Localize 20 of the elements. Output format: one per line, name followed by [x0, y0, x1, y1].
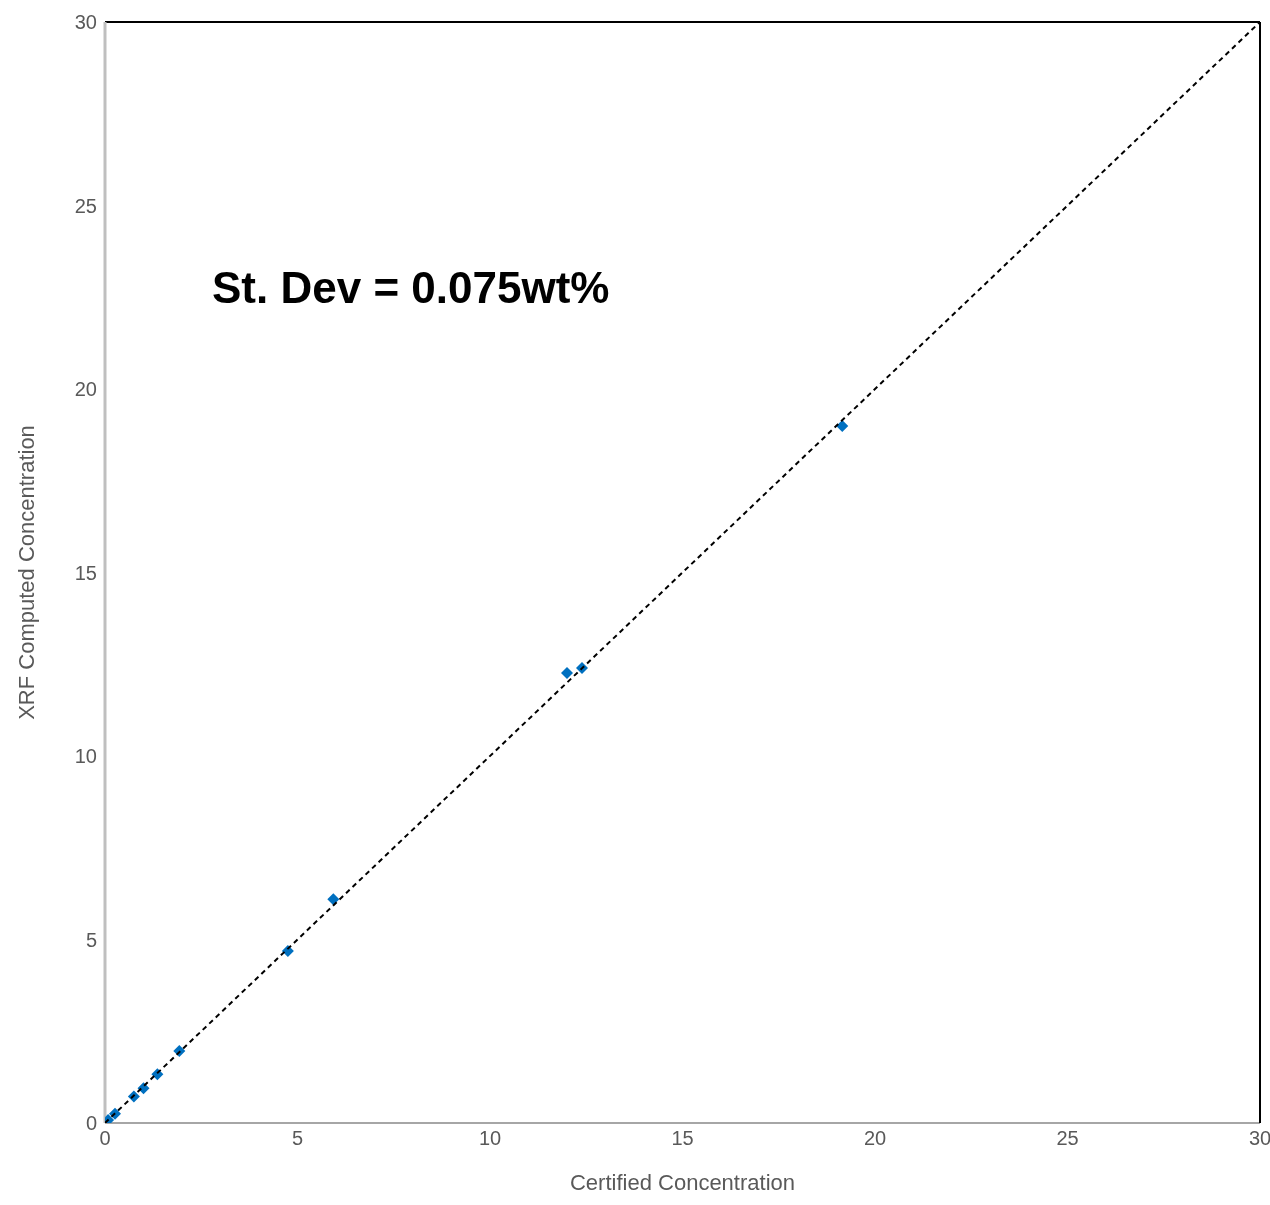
x-tick-label: 5: [291, 1127, 304, 1150]
x-tick-label: 30: [1248, 1127, 1270, 1150]
point: [327, 893, 340, 906]
x-tick-label: 10: [478, 1127, 502, 1150]
x-tick-label: 15: [671, 1127, 694, 1150]
y-tick-label: 0: [85, 1112, 97, 1135]
y-tick-label: 10: [74, 745, 97, 768]
x-tick-label: 0: [99, 1127, 111, 1150]
y-tick-label: 5: [85, 928, 97, 951]
point: [836, 420, 849, 433]
y-tick-label: 30: [74, 11, 97, 34]
x-tick-label: 20: [863, 1127, 887, 1150]
x-axis-title: Certified Concentration: [569, 1170, 796, 1195]
x-tick-label: 25: [1056, 1127, 1079, 1150]
point: [561, 667, 573, 680]
y-tick-label: 15: [74, 561, 97, 584]
y-axis-title: XRF Computed Concentration: [13, 425, 39, 720]
y-tick-label: 20: [74, 378, 97, 401]
annotation: St. Dev = 0.075wt%: [212, 263, 610, 313]
y-tick-label: 25: [74, 194, 97, 217]
